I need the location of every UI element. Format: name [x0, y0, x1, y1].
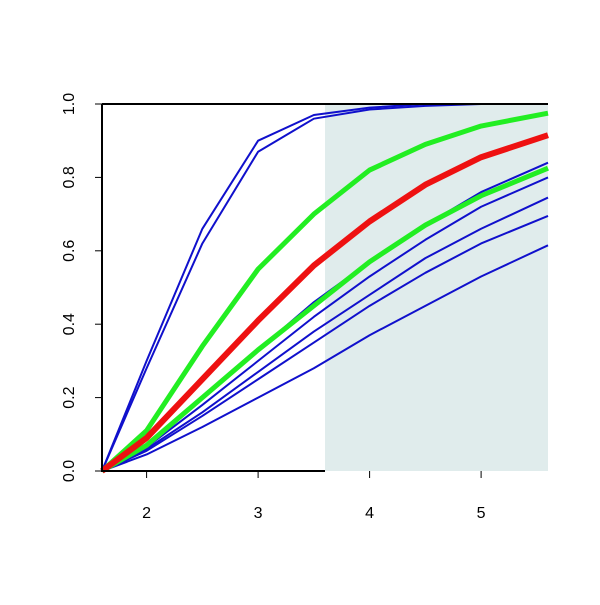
series-line — [100, 132, 549, 474]
series-line — [101, 176, 549, 472]
x-tick-label: 5 — [477, 505, 486, 522]
y-tick-label: 0.4 — [61, 313, 78, 335]
x-tick-label: 3 — [254, 505, 263, 522]
y-tick-label: 0.2 — [61, 386, 78, 408]
series-line — [101, 215, 549, 472]
y-tick-label: 0.6 — [61, 240, 78, 262]
y-tick-label: 0.8 — [61, 166, 78, 188]
y-tick-label: 1.0 — [61, 93, 78, 115]
x-tick-label: 2 — [142, 505, 151, 522]
series-line — [101, 196, 549, 472]
series-line — [101, 244, 549, 472]
series-line — [100, 110, 549, 473]
series-line — [100, 165, 549, 474]
y-tick-label: 0.0 — [61, 460, 78, 482]
plot-frame — [101, 103, 548, 472]
shaded-region — [325, 104, 548, 471]
x-tick-label: 4 — [365, 505, 374, 522]
